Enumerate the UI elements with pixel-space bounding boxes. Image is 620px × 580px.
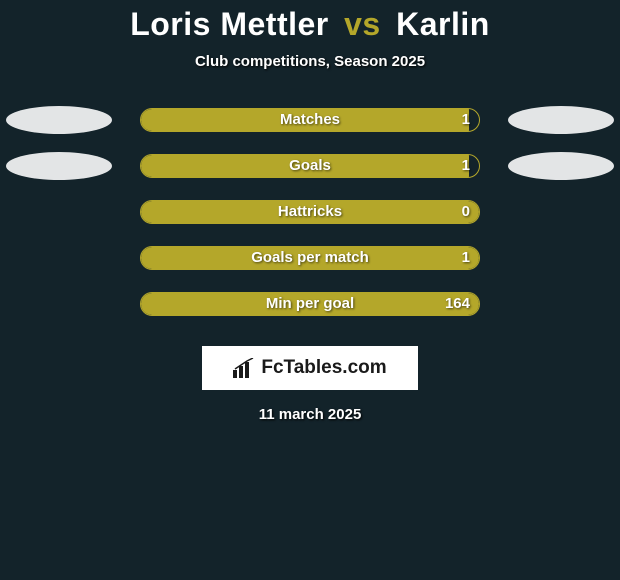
date-line: 11 march 2025	[0, 406, 620, 423]
bar-track	[140, 292, 480, 316]
stat-row: Hattricks0	[0, 198, 620, 244]
stat-value-right: 1	[462, 154, 470, 178]
bar-track	[140, 108, 480, 132]
player2-badge	[508, 152, 614, 180]
subtitle: Club competitions, Season 2025	[0, 53, 620, 70]
bar-track	[140, 246, 480, 270]
bar-track	[140, 200, 480, 224]
title-player2: Karlin	[396, 6, 490, 42]
title-player1: Loris Mettler	[130, 6, 329, 42]
title-vs: vs	[338, 6, 387, 42]
stat-row: Min per goal164	[0, 290, 620, 336]
player1-badge	[6, 152, 112, 180]
stat-value-right: 0	[462, 200, 470, 224]
stat-row: Goals1	[0, 152, 620, 198]
brand-box: FcTables.com	[202, 346, 418, 390]
brand-text: FcTables.com	[261, 357, 386, 379]
stat-row: Goals per match1	[0, 244, 620, 290]
stat-value-right: 1	[462, 108, 470, 132]
bar-fill-left	[141, 109, 469, 131]
page-title: Loris Mettler vs Karlin	[0, 0, 620, 43]
stat-value-right: 164	[445, 292, 470, 316]
bar-fill-left	[141, 293, 479, 315]
bar-fill-left	[141, 155, 469, 177]
bar-fill-left	[141, 201, 479, 223]
bar-track	[140, 154, 480, 178]
player2-badge	[508, 106, 614, 134]
stat-row: Matches1	[0, 106, 620, 152]
bar-fill-left	[141, 247, 479, 269]
stat-value-right: 1	[462, 246, 470, 270]
bars-icon	[233, 358, 255, 378]
player1-badge	[6, 106, 112, 134]
comparison-chart: Matches1Goals1Hattricks0Goals per match1…	[0, 106, 620, 336]
